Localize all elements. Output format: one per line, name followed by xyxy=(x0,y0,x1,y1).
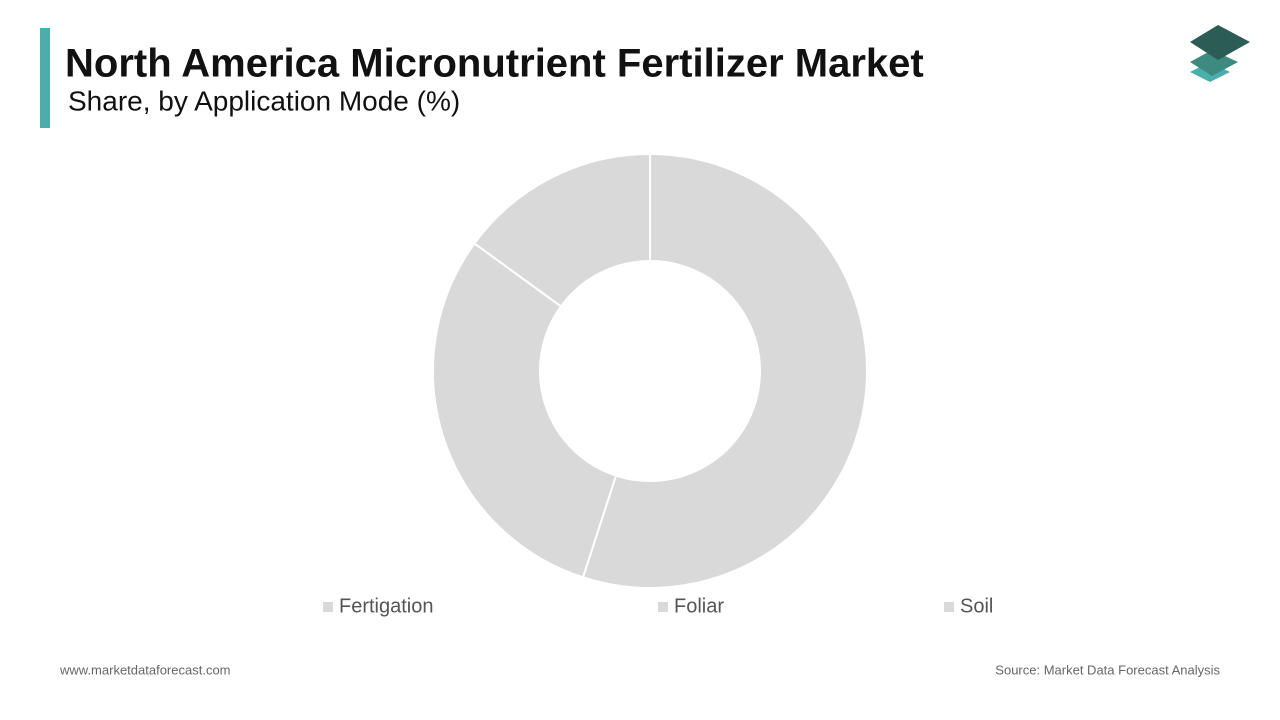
chart-subtitle: Share, by Application Mode (%) xyxy=(68,85,460,116)
source: Source: Market Data Forecast Analysis xyxy=(995,662,1220,677)
donut-slice xyxy=(581,152,868,589)
legend-label: Foliar xyxy=(674,595,724,617)
legend-swatch xyxy=(323,602,333,612)
legend-label: Fertigation xyxy=(339,595,434,617)
logo xyxy=(1190,25,1250,82)
donut-slice xyxy=(473,152,651,308)
legend-swatch xyxy=(944,602,954,612)
legend-label: Soil xyxy=(960,595,993,617)
donut-slice xyxy=(432,242,618,579)
title-accent xyxy=(40,28,50,128)
chart-title: North America Micronutrient Fertilizer M… xyxy=(65,42,924,86)
website: www.marketdataforecast.com xyxy=(59,662,231,677)
legend-swatch xyxy=(658,602,668,612)
